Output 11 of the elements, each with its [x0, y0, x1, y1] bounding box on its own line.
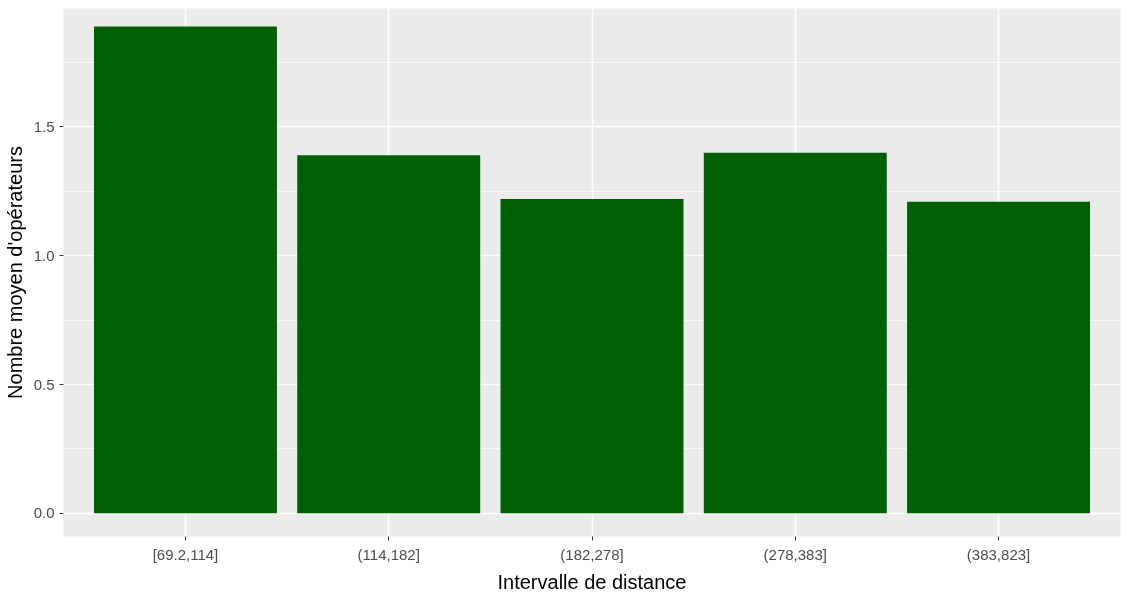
y-tick-label: 0.5	[33, 375, 55, 393]
x-tick-label: (182,278]	[560, 545, 624, 563]
y-tick-label: 1.0	[33, 246, 55, 264]
x-tick-label: (114,182]	[357, 545, 420, 563]
y-tick-label: 0.0	[33, 504, 55, 522]
y-tick-label: 1.5	[33, 117, 55, 135]
y-axis-title: Nombre moyen d'opérateurs	[3, 146, 26, 399]
x-axis-title: Intervalle de distance	[497, 570, 687, 593]
x-tick-label: (383,823]	[966, 545, 1031, 563]
x-tick-label: [69.2,114]	[152, 545, 219, 563]
x-tick-label: (278,383]	[763, 545, 827, 563]
